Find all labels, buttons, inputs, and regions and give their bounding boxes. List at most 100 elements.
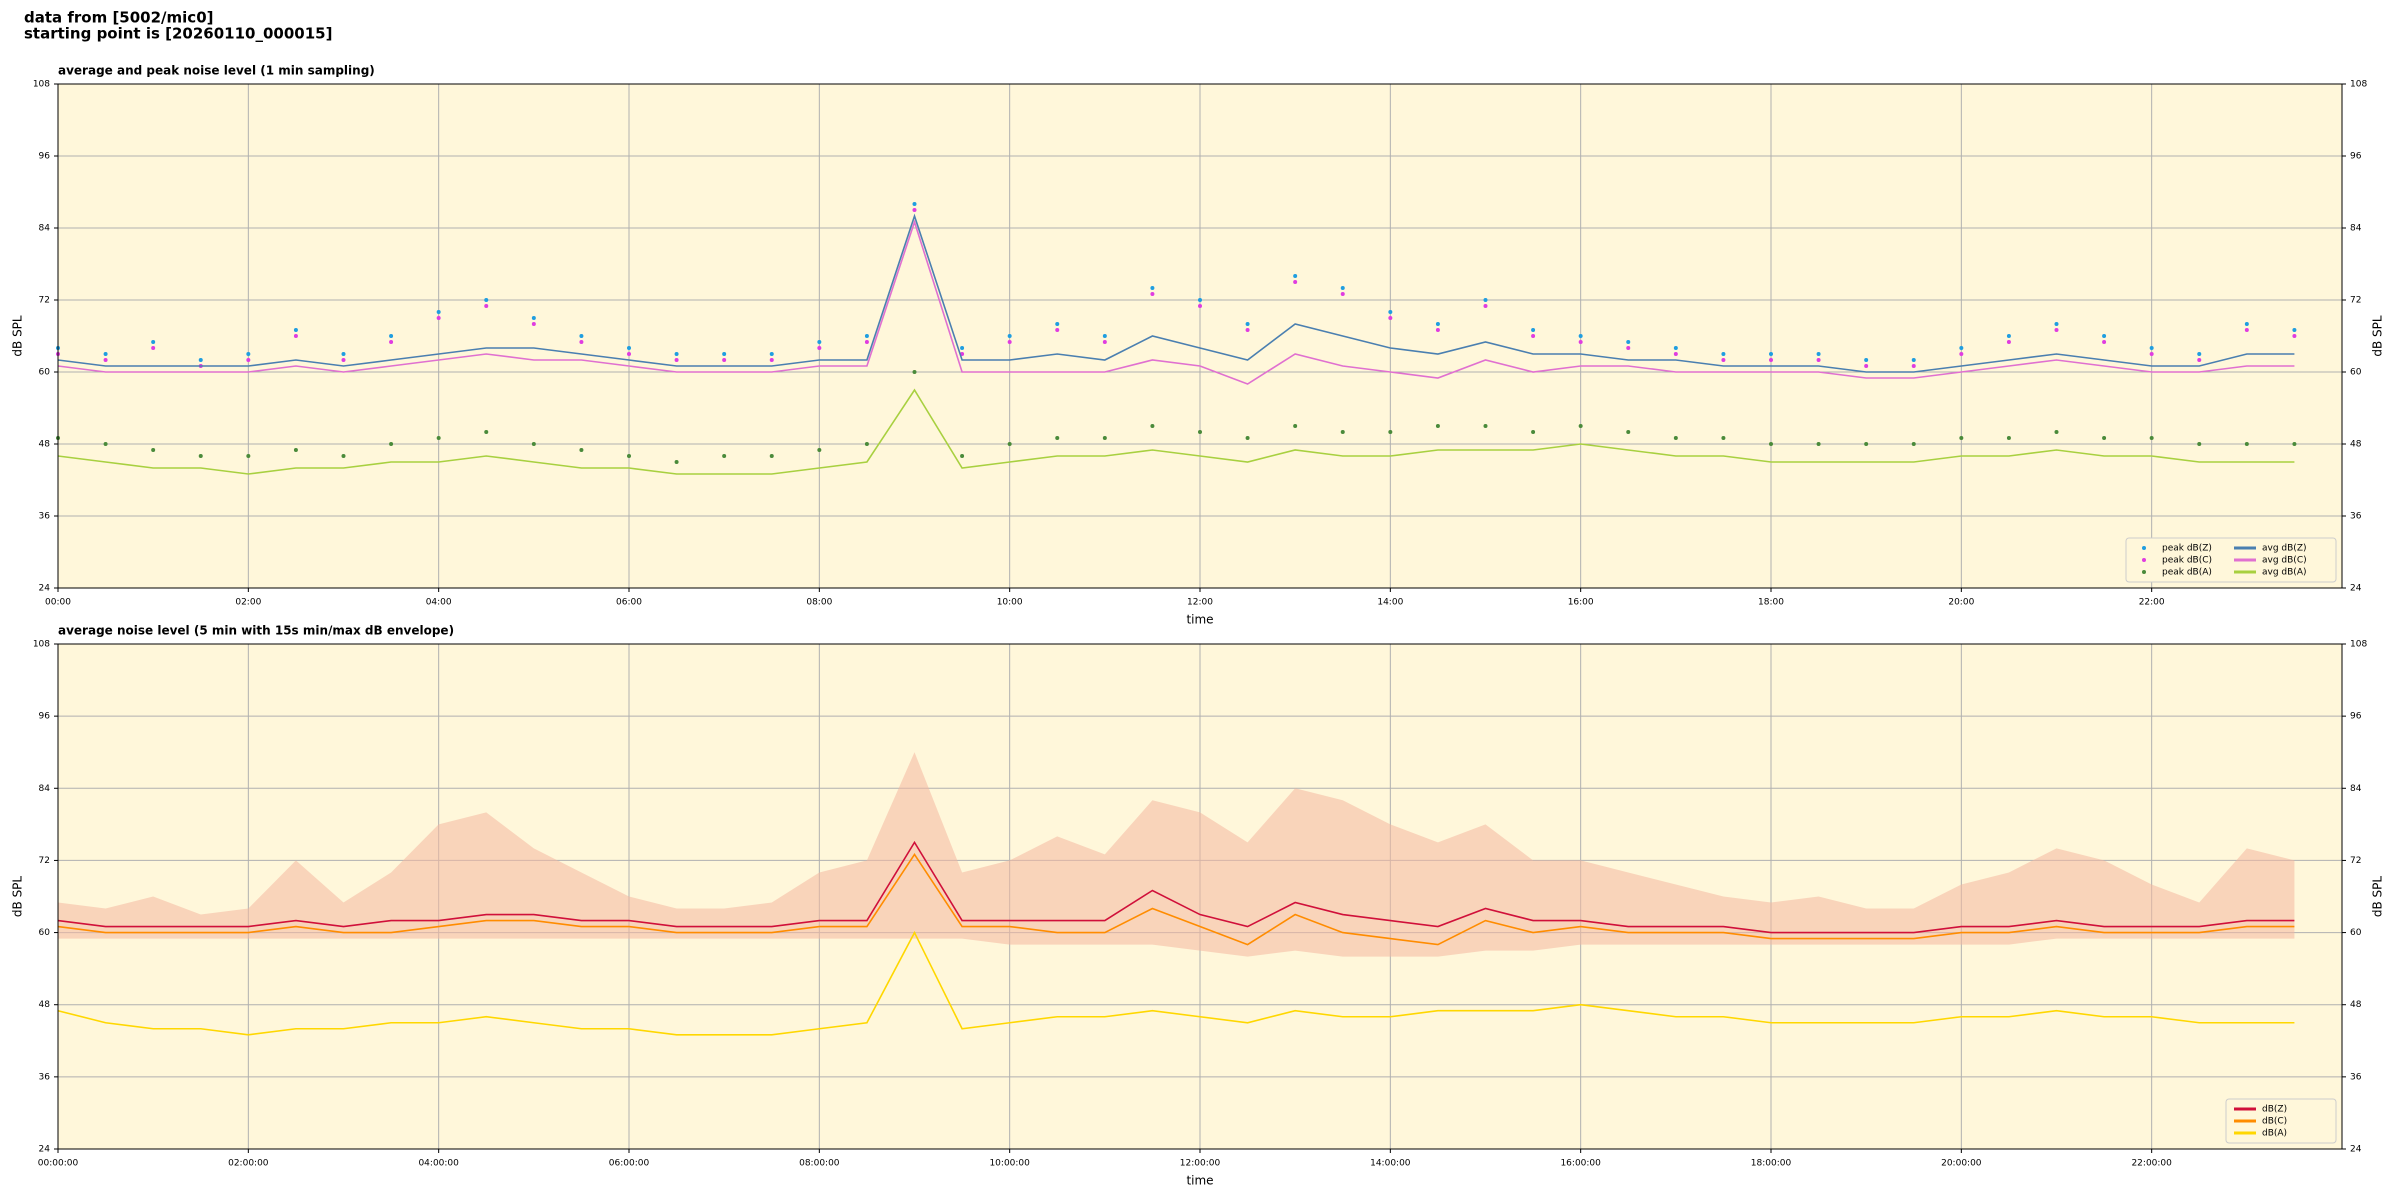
y-tick-label: 96 bbox=[39, 712, 51, 722]
peak-point bbox=[579, 448, 584, 452]
plot-frame bbox=[57, 83, 2343, 589]
peak-point bbox=[674, 358, 679, 362]
legend-marker bbox=[2142, 558, 2146, 562]
peak-point bbox=[722, 352, 727, 356]
legend-label: peak dB(A) bbox=[2162, 568, 2212, 578]
peak-point bbox=[2292, 334, 2297, 338]
peak-point bbox=[769, 358, 774, 362]
plot-frame bbox=[57, 643, 2343, 1150]
peak-point bbox=[436, 310, 441, 314]
x-tick-label: 10:00 bbox=[997, 598, 1023, 608]
peak-point bbox=[1578, 340, 1583, 344]
series-line bbox=[57, 388, 2295, 475]
peak-point bbox=[912, 370, 917, 374]
peak-point bbox=[1816, 442, 1821, 446]
peak-point bbox=[1293, 274, 1298, 278]
x-tick-label: 18:00:00 bbox=[1751, 1159, 1792, 1169]
x-tick-label: 16:00 bbox=[1568, 598, 1594, 608]
peak-point bbox=[531, 322, 536, 326]
legend-label: avg dB(A) bbox=[2262, 568, 2306, 578]
peak-point bbox=[484, 430, 489, 434]
peak-point bbox=[1816, 358, 1821, 362]
peak-point bbox=[1531, 328, 1536, 332]
peak-point bbox=[341, 358, 346, 362]
y-axis-label: dB SPL bbox=[11, 876, 25, 918]
legend-label: dB(Z) bbox=[2262, 1105, 2287, 1115]
peak-point bbox=[817, 448, 822, 452]
y-tick-label: 48 bbox=[39, 1000, 51, 1010]
x-tick-label: 04:00:00 bbox=[418, 1159, 459, 1169]
peak-point bbox=[1531, 334, 1536, 338]
legend-box bbox=[2125, 537, 2337, 583]
legend-label: dB(A) bbox=[2262, 1129, 2287, 1139]
peak-point bbox=[1150, 292, 1155, 296]
x-tick-label: 18:00 bbox=[1758, 598, 1784, 608]
peak-point bbox=[151, 448, 156, 452]
x-tick-label: 16:00:00 bbox=[1560, 1159, 1601, 1169]
peak-point bbox=[769, 454, 774, 458]
peak-point bbox=[293, 328, 298, 332]
y-tick-label: 84 bbox=[39, 784, 51, 794]
legend-label: avg dB(C) bbox=[2262, 556, 2307, 566]
y2-tick-label: 60 bbox=[2350, 368, 2362, 378]
legend-label: avg dB(Z) bbox=[2262, 544, 2307, 554]
peak-point bbox=[1435, 328, 1440, 332]
peak-point bbox=[1721, 358, 1726, 362]
peak-point bbox=[579, 334, 584, 338]
peak-point bbox=[484, 304, 489, 308]
peak-point bbox=[1388, 430, 1393, 434]
y-tick-label: 36 bbox=[39, 512, 51, 522]
peak-point bbox=[1198, 304, 1202, 308]
peak-point bbox=[103, 358, 108, 362]
peak-point bbox=[2244, 328, 2249, 332]
y2-axis-label: dB SPL bbox=[2371, 315, 2385, 357]
x-tick-label: 08:00 bbox=[806, 598, 832, 608]
header-line: data from [5002/mic0] bbox=[24, 9, 214, 27]
peak-point bbox=[1626, 346, 1631, 350]
peak-point bbox=[960, 346, 965, 350]
peak-point bbox=[531, 316, 536, 320]
peak-point bbox=[722, 358, 727, 362]
peak-point bbox=[1816, 352, 1821, 356]
x-tick-label: 08:00:00 bbox=[799, 1159, 840, 1169]
peak-point bbox=[722, 454, 727, 458]
x-tick-label: 12:00 bbox=[1187, 598, 1213, 608]
peak-point bbox=[1483, 304, 1488, 308]
peak-point bbox=[1007, 442, 1012, 446]
x-tick-label: 06:00:00 bbox=[609, 1159, 650, 1169]
peak-point bbox=[627, 352, 631, 356]
peak-point bbox=[1435, 322, 1440, 326]
peak-point bbox=[817, 340, 822, 344]
y-tick-label: 60 bbox=[39, 928, 51, 938]
y-tick-label: 24 bbox=[39, 1145, 51, 1155]
series-line bbox=[57, 840, 2295, 934]
y2-axis-label: dB SPL bbox=[2371, 876, 2385, 918]
legend-marker bbox=[2142, 546, 2146, 550]
peak-point bbox=[1769, 352, 1773, 356]
y2-tick-label: 36 bbox=[2350, 1072, 2362, 1082]
peak-point bbox=[1340, 292, 1345, 296]
peak-point bbox=[1245, 322, 1250, 326]
peak-point bbox=[817, 346, 822, 350]
peak-point bbox=[1959, 352, 1964, 356]
peak-point bbox=[627, 454, 631, 458]
peak-point bbox=[1150, 424, 1155, 428]
peak-point bbox=[341, 352, 346, 356]
peak-point bbox=[674, 460, 679, 464]
series-line bbox=[57, 213, 2295, 373]
peak-point bbox=[1531, 430, 1536, 434]
x-tick-label: 14:00:00 bbox=[1370, 1159, 1411, 1169]
peak-point bbox=[436, 316, 441, 320]
x-tick-label: 02:00 bbox=[235, 598, 261, 608]
peak-point bbox=[2197, 358, 2202, 362]
peak-point bbox=[2102, 340, 2107, 344]
x-axis-label: time bbox=[1186, 1174, 1213, 1188]
peak-point bbox=[1102, 334, 1107, 338]
peak-point bbox=[1198, 298, 1202, 302]
y2-tick-label: 24 bbox=[2350, 584, 2362, 594]
y2-tick-label: 84 bbox=[2350, 784, 2362, 794]
chart-title: average noise level (5 min with 15s min/… bbox=[58, 624, 454, 638]
y-tick-label: 60 bbox=[39, 368, 51, 378]
peak-point bbox=[2054, 328, 2059, 332]
